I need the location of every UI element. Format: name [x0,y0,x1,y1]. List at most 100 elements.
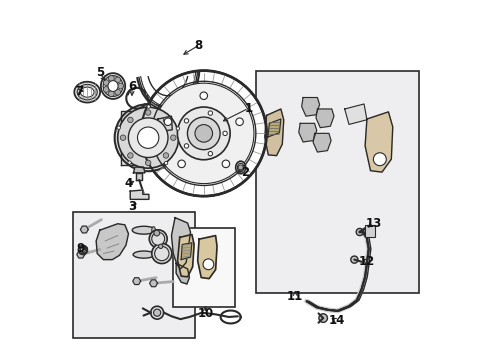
Circle shape [373,153,386,166]
Bar [172,228,235,307]
Circle shape [159,244,163,248]
Circle shape [118,83,123,89]
Text: 4: 4 [124,177,133,190]
Polygon shape [136,173,142,180]
Circle shape [115,89,121,95]
Polygon shape [302,98,319,116]
Circle shape [147,105,150,108]
Circle shape [236,118,244,126]
Circle shape [356,228,364,235]
Circle shape [146,110,151,115]
Text: 6: 6 [128,80,136,93]
Text: 3: 3 [128,201,136,213]
Circle shape [223,131,227,136]
Circle shape [128,161,131,164]
Polygon shape [158,116,172,132]
Polygon shape [130,190,149,199]
Circle shape [115,77,121,83]
Polygon shape [181,243,192,260]
Circle shape [115,104,182,171]
Text: 12: 12 [359,255,375,268]
Circle shape [103,87,109,92]
Polygon shape [197,235,217,279]
Circle shape [208,152,213,156]
Polygon shape [77,251,85,258]
Circle shape [141,71,267,196]
Circle shape [149,230,167,248]
Ellipse shape [152,226,155,234]
Circle shape [128,153,133,158]
Polygon shape [172,218,191,269]
Ellipse shape [132,226,155,234]
Bar [73,212,195,338]
Circle shape [176,127,179,130]
Text: 9: 9 [76,242,85,255]
Circle shape [208,111,213,115]
Circle shape [177,107,230,160]
Polygon shape [313,134,331,152]
Polygon shape [149,280,157,287]
Bar [256,71,419,293]
Polygon shape [133,278,141,284]
Circle shape [154,230,160,236]
Circle shape [184,144,189,148]
Text: 7: 7 [75,85,83,98]
Text: 5: 5 [96,66,104,79]
Text: 11: 11 [287,290,303,303]
Circle shape [153,83,254,184]
Circle shape [117,126,121,129]
Ellipse shape [101,73,125,99]
Text: 8: 8 [194,39,202,52]
Circle shape [120,135,126,140]
Circle shape [165,161,168,165]
Circle shape [178,160,185,168]
Ellipse shape [236,161,245,174]
Polygon shape [96,224,128,260]
Ellipse shape [77,85,97,100]
Ellipse shape [80,87,94,97]
Circle shape [118,107,179,168]
Polygon shape [344,104,367,125]
Polygon shape [176,263,190,284]
Circle shape [151,306,164,319]
Ellipse shape [103,76,123,96]
Circle shape [146,160,151,166]
Circle shape [195,125,213,142]
Circle shape [222,160,230,168]
Circle shape [171,135,176,140]
Circle shape [163,153,169,158]
Circle shape [200,92,208,99]
Circle shape [163,117,169,123]
Text: 10: 10 [197,307,214,320]
Text: 13: 13 [365,216,382,230]
Polygon shape [122,111,175,165]
Polygon shape [268,119,281,137]
Circle shape [184,119,189,123]
Polygon shape [177,234,194,277]
Circle shape [128,118,168,157]
Circle shape [238,165,243,170]
Circle shape [155,246,169,261]
Ellipse shape [108,81,118,91]
Text: 1: 1 [245,102,253,115]
Circle shape [351,256,358,263]
Ellipse shape [133,251,155,258]
Circle shape [138,127,159,148]
Circle shape [153,309,161,316]
Circle shape [108,91,114,96]
Circle shape [128,117,133,123]
Polygon shape [299,123,317,142]
Circle shape [103,80,109,85]
Bar [365,225,375,237]
Polygon shape [365,112,393,172]
Polygon shape [133,167,145,173]
Circle shape [108,76,114,81]
Circle shape [152,232,165,245]
Text: 2: 2 [241,166,249,179]
Circle shape [319,314,327,322]
Ellipse shape [238,163,244,172]
Text: 14: 14 [328,314,344,327]
Polygon shape [80,226,88,233]
Polygon shape [265,109,284,156]
Circle shape [188,117,220,150]
